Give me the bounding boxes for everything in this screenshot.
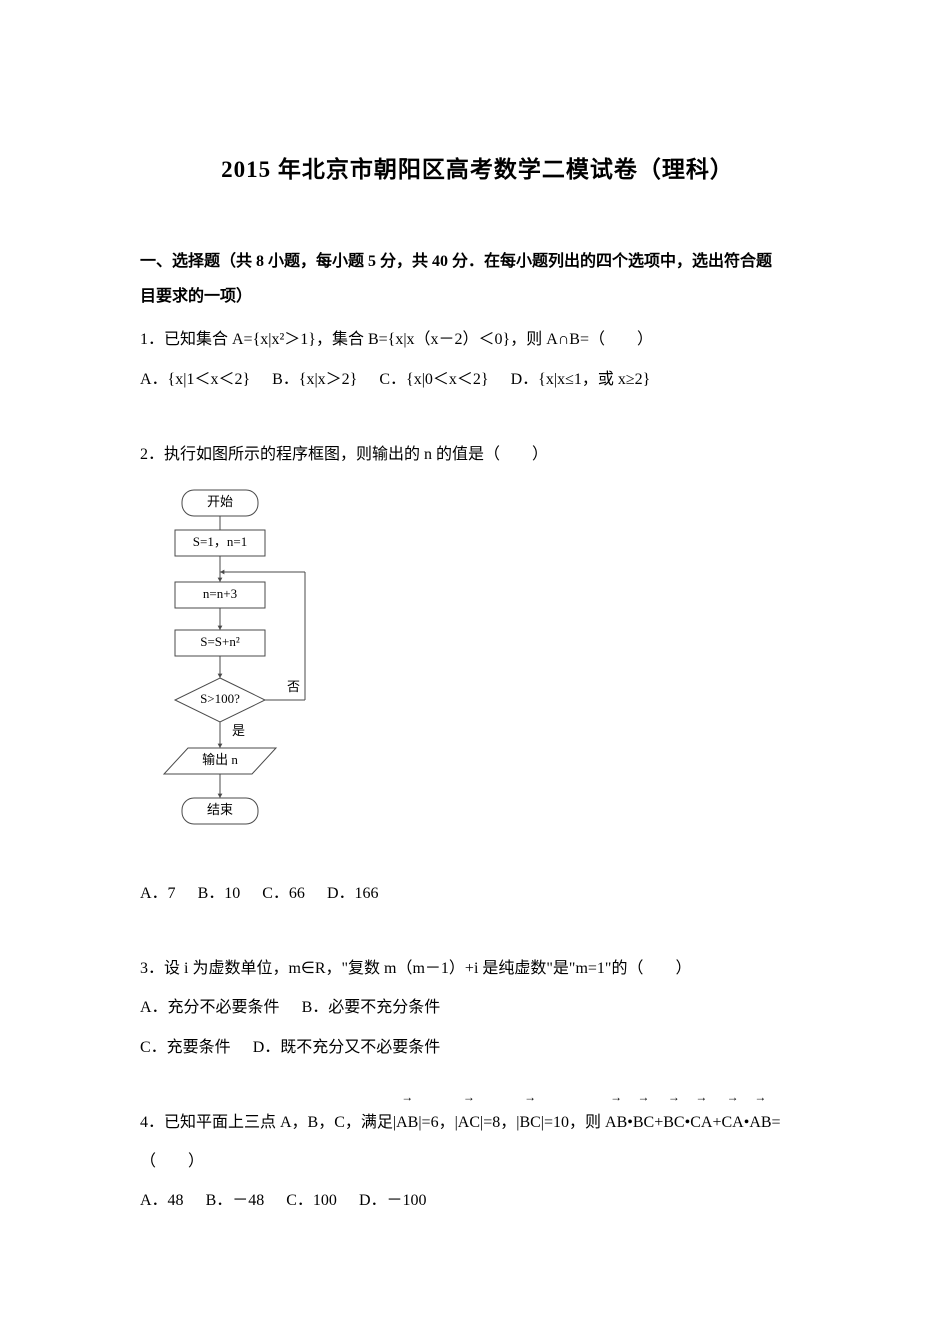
q2-option-c: C．66	[262, 876, 305, 911]
question-3: 3．设 i 为虚数单位，m∈R，"复数 m（m－1）+i 是纯虚数"是"m=1"…	[140, 951, 815, 1065]
q1-option-d: D．{x|x≤1，或 x≥2}	[511, 362, 651, 397]
svg-text:否: 否	[287, 679, 300, 694]
vec-ab3: AB	[749, 1105, 771, 1140]
section-heading-line2: 目要求的一项）	[140, 279, 815, 314]
q3-text: 3．设 i 为虚数单位，m∈R，"复数 m（m－1）+i 是纯虚数"是"m=1"…	[140, 951, 815, 986]
vec-ca2: CA	[721, 1105, 743, 1140]
vec-ac: AC	[458, 1105, 480, 1140]
vec-ab2: AB	[605, 1105, 627, 1140]
q4-tail: =	[772, 1114, 781, 1131]
q3-options: A．充分不必要条件 B．必要不充分条件	[140, 990, 815, 1025]
svg-text:S>100?: S>100?	[200, 691, 240, 706]
q2-options: A．7 B．10 C．66 D．166	[140, 876, 815, 911]
q2-text: 2．执行如图所示的程序框图，则输出的 n 的值是（ ）	[140, 437, 815, 472]
q3-option-b: B．必要不充分条件	[302, 990, 441, 1025]
flowchart-diagram: 开始 S=1，n=1 n=n+3 S=S+n² S>100? 否是输出 n 结束	[150, 484, 815, 864]
vec-ca: CA	[690, 1105, 712, 1140]
svg-text:是: 是	[232, 723, 245, 738]
q2-option-b: B．10	[198, 876, 241, 911]
q4-plus2: +	[712, 1114, 721, 1131]
page-title: 2015 年北京市朝阳区高考数学二模试卷（理科）	[140, 150, 815, 184]
question-1: 1．已知集合 A={x|x²＞1}，集合 B={x|x（x－2）＜0}，则 A∩…	[140, 322, 815, 396]
section-heading: 一、选择题（共 8 小题，每小题 5 分，共 40 分．在每小题列出的四个选项中…	[140, 244, 815, 314]
svg-text:开始: 开始	[207, 494, 233, 509]
vec-ab: AB	[396, 1105, 418, 1140]
q4-pre: 4．已知平面上三点 A，B，C，满足|	[140, 1114, 396, 1131]
q1-option-b: B．{x|x＞2}	[272, 362, 357, 397]
vec-bc: BC	[519, 1105, 540, 1140]
q1-option-c: C．{x|0＜x＜2}	[379, 362, 488, 397]
q1-options: A．{x|1＜x＜2} B．{x|x＞2} C．{x|0＜x＜2} D．{x|x…	[140, 362, 815, 397]
svg-text:输出 n: 输出 n	[202, 752, 238, 767]
vec-bc3: BC	[663, 1105, 684, 1140]
q4-mid3: |=10，则	[541, 1114, 601, 1131]
question-2: 2．执行如图所示的程序框图，则输出的 n 的值是（ ） 开始 S=1，n=1 n=n…	[140, 437, 815, 911]
q3-options-row2: C．充要条件 D．既不充分又不必要条件	[140, 1030, 815, 1065]
q1-text: 1．已知集合 A={x|x²＞1}，集合 B={x|x（x－2）＜0}，则 A∩…	[140, 322, 815, 357]
q4-plus1: +	[654, 1114, 663, 1131]
q3-option-a: A．充分不必要条件	[140, 990, 280, 1025]
q1-option-a: A．{x|1＜x＜2}	[140, 362, 250, 397]
q4-option-a: A．48	[140, 1183, 184, 1218]
q4-mid2: |=8，|	[480, 1114, 519, 1131]
q4-option-b: B．－48	[206, 1183, 265, 1218]
q3-option-d: D．既不充分又不必要条件	[253, 1030, 441, 1065]
svg-text:S=1，n=1: S=1，n=1	[193, 534, 247, 549]
question-4: 4．已知平面上三点 A，B，C，满足|AB|=6，|AC|=8，|BC|=10，…	[140, 1105, 815, 1219]
q4-paren: （ ）	[140, 1144, 815, 1179]
svg-text:n=n+3: n=n+3	[203, 586, 237, 601]
q4-options: A．48 B．－48 C．100 D．－100	[140, 1183, 815, 1218]
q4-option-c: C．100	[286, 1183, 337, 1218]
section-heading-line1: 一、选择题（共 8 小题，每小题 5 分，共 40 分．在每小题列出的四个选项中…	[140, 244, 815, 279]
q4-option-d: D．－100	[359, 1183, 427, 1218]
svg-text:结束: 结束	[207, 802, 233, 817]
q4-mid1: |=6，|	[418, 1114, 457, 1131]
svg-text:S=S+n²: S=S+n²	[200, 634, 240, 649]
q2-option-d: D．166	[327, 876, 379, 911]
q4-text: 4．已知平面上三点 A，B，C，满足|AB|=6，|AC|=8，|BC|=10，…	[140, 1105, 815, 1140]
q3-option-c: C．充要条件	[140, 1030, 231, 1065]
q2-option-a: A．7	[140, 876, 176, 911]
vec-bc2: BC	[633, 1105, 654, 1140]
